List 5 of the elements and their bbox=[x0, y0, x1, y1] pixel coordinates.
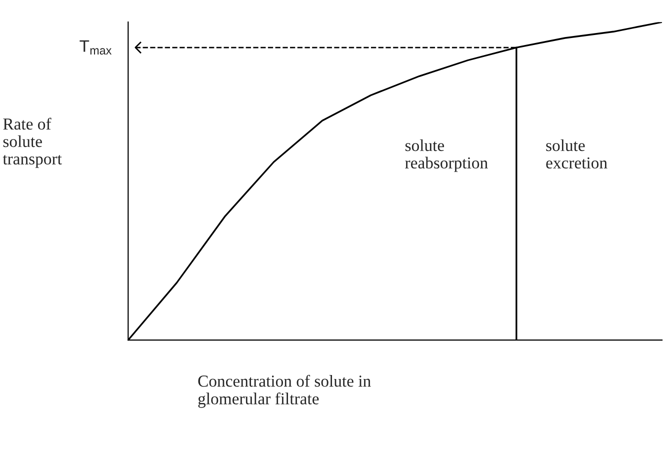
y-axis-title: Rate of solute transport bbox=[2, 118, 62, 168]
annotation: solute excretion bbox=[546, 139, 608, 169]
x-axis-title: Concentration of solute in glomerular filtrate bbox=[198, 374, 371, 408]
ref-line-label: T$_{max}$ bbox=[80, 40, 112, 55]
annotation: solute reabsorption bbox=[405, 139, 488, 172]
